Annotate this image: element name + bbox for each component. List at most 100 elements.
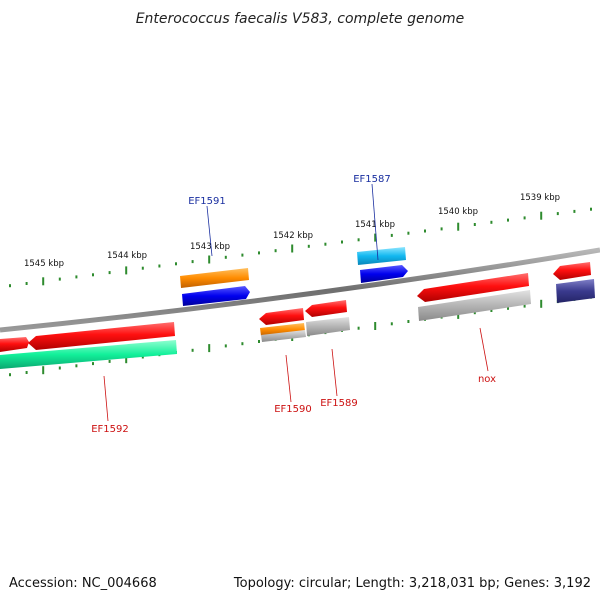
cds-bar-ef1587[interactable] [357,247,406,265]
outer-ring-tick [125,266,128,275]
outer-ring-tick [390,233,393,237]
gene-label-ef1587[interactable]: EF1587 [353,174,391,185]
outer-ring-tick [457,222,460,231]
leader-ef1590 [285,354,292,403]
inner-ring-tick [58,366,61,370]
gene-arrow-ef1592[interactable] [28,322,175,350]
outer-ring-tick [241,253,244,257]
outer-ring-tick [440,227,443,231]
outer-ring-tick [258,251,260,255]
inner-ring-tick [241,342,244,346]
map-title: Enterococcus faecalis V583, complete gen… [136,11,465,27]
gene-labels: EF1592 EF1591 EF1590 EF1589 EF1587 nox [91,174,496,435]
outer-ring-tick [92,273,94,277]
outer-ring-tick [573,209,576,213]
outer-ring-tick [590,207,592,211]
outer-ring-tick [58,277,61,281]
gene-arrow-ef1590[interactable] [259,308,304,325]
inner-ring-tick [191,348,194,352]
gene-label-nox[interactable]: nox [478,374,496,385]
inner-ring-tick [473,311,476,315]
outer-ring-tick [9,284,11,288]
inner-ring-tick [490,309,493,312]
cds-bar-ef1591[interactable] [180,268,249,288]
inner-ring-tick [357,326,360,330]
outer-ring-tick [523,216,526,220]
leader-nox [479,327,489,372]
inner-ring-tick [507,306,509,310]
gene-arrow-nox[interactable] [417,273,529,302]
outer-ring-tick [42,277,45,286]
inner-ring-tick [9,373,11,377]
gene-label-ef1591[interactable]: EF1591 [188,196,226,207]
gene-arrow-left-edge[interactable] [0,337,29,352]
cds-bar-ef1589[interactable] [306,317,350,336]
cds-bar-nox[interactable] [418,290,531,321]
outer-ring-tick [424,229,426,233]
outer-tick-ring [9,207,592,288]
scale-label-1545: 1545 kbp [24,259,64,269]
outer-ring-tick [307,244,310,248]
cds-bar-ef1590[interactable] [260,323,305,336]
scale-label-1542: 1542 kbp [273,231,313,241]
cds-bar-ef1590-gray[interactable] [261,330,306,342]
inner-ring-tick [224,344,227,348]
outer-ring-tick [374,233,377,242]
leader-ef1589 [331,348,338,397]
outer-ring-tick [507,218,509,222]
cds-bar-right-edge[interactable] [556,279,595,303]
gene-label-ef1590[interactable]: EF1590 [274,404,312,415]
gene-features[interactable] [0,247,595,369]
scale-labels: 1545 kbp 1544 kbp 1543 kbp 1542 kbp 1541… [24,193,560,269]
scale-label-1544: 1544 kbp [107,251,147,261]
outer-ring-tick [357,238,360,242]
scale-label-1540: 1540 kbp [438,207,478,217]
inner-ring-tick [75,364,78,368]
label-leaders [103,183,489,422]
outer-ring-tick [141,266,144,270]
inner-ring-tick [374,322,377,330]
inner-ring-tick [92,362,94,366]
leader-ef1587 [371,183,379,261]
gene-label-ef1592[interactable]: EF1592 [91,424,129,435]
inner-ring-tick [141,355,144,359]
inner-ring-tick [258,340,260,343]
outer-ring-tick [473,223,476,226]
outer-ring-tick [407,231,410,235]
inner-ring-tick [42,366,45,375]
inner-ring-tick [407,320,410,323]
inner-ring-tick [108,359,111,363]
outer-ring-tick [540,211,543,220]
cds-bar-ef1592[interactable] [0,340,177,369]
outer-ring-tick [274,249,277,253]
genome-summary-text: Topology: circular; Length: 3,218,031 bp… [233,576,591,591]
gene-arrow-right-edge[interactable] [553,262,591,280]
scale-label-1539: 1539 kbp [520,193,560,203]
inner-ring-tick [523,304,526,308]
gene-arrow-ef1589[interactable] [305,300,347,317]
outer-ring-tick [341,240,343,244]
outer-ring-tick [490,220,493,224]
outer-ring-tick [108,271,111,275]
inner-ring-tick [125,355,128,364]
inner-ring-tick [25,371,28,374]
outer-ring-tick [324,242,327,246]
outer-ring-tick [191,260,194,264]
outer-ring-tick [556,212,559,216]
genome-backbone [0,247,600,333]
gene-label-ef1589[interactable]: EF1589 [320,398,358,409]
outer-ring-tick [158,264,161,268]
gene-arrow-ef1587[interactable] [360,265,408,283]
outer-ring-tick [291,244,294,253]
scale-label-1543: 1543 kbp [190,242,230,252]
outer-ring-tick [224,255,227,259]
outer-ring-tick [208,255,211,264]
inner-ring-tick [540,299,543,308]
outer-ring-tick [75,275,78,279]
gene-arrow-ef1591[interactable] [182,286,250,306]
leader-ef1591 [206,205,213,257]
outer-ring-tick [175,262,177,266]
leader-ef1592 [103,375,109,422]
inner-ring-tick [390,322,393,326]
